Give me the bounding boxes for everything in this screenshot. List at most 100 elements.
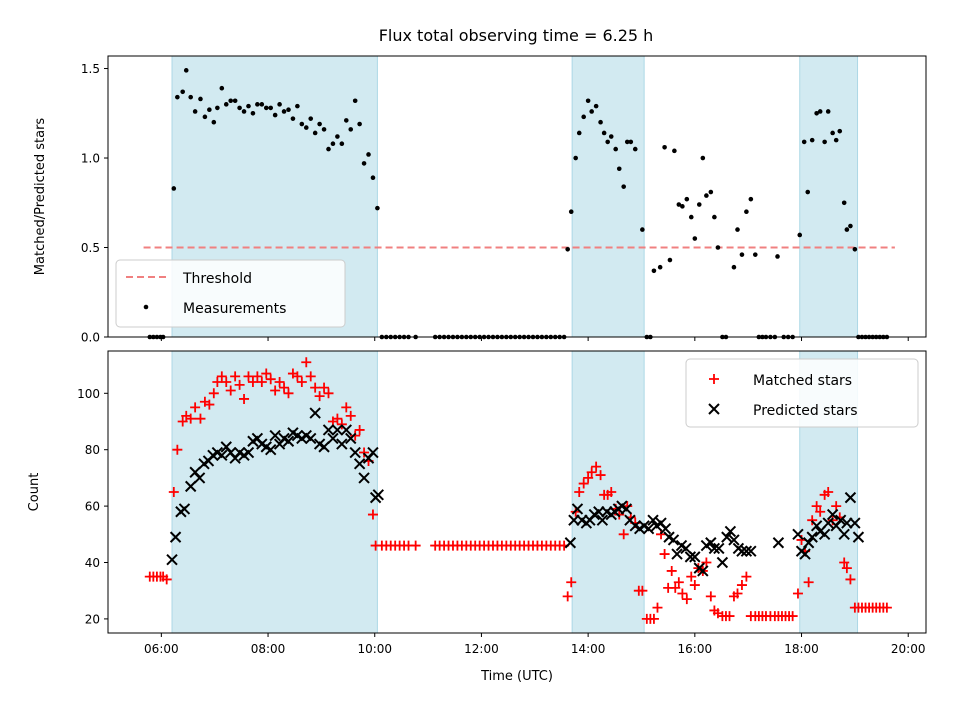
- measurement-point: [228, 98, 233, 104]
- measurement-point: [188, 94, 193, 100]
- matched-star-point: [256, 377, 267, 388]
- predicted-star-point: [216, 449, 228, 462]
- measurement-point: [608, 134, 614, 139]
- predicted-star-point: [349, 446, 361, 459]
- matched-star-point: [310, 382, 321, 393]
- measurement-point: [255, 102, 260, 107]
- top-observing-band: [571, 55, 645, 338]
- predicted-star-point: [826, 508, 839, 521]
- measurement-point: [263, 105, 269, 111]
- matched-star-point: [689, 580, 700, 591]
- matched-star-point: [177, 416, 188, 427]
- measurement-point: [632, 146, 638, 152]
- matched-star-point: [296, 377, 307, 388]
- matched-star-point: [659, 549, 670, 560]
- matched-star-point: [705, 591, 716, 602]
- measurement-point: [312, 130, 318, 136]
- measurement-point: [219, 85, 225, 91]
- measurement-point: [775, 254, 780, 259]
- measurement-point: [215, 105, 220, 111]
- predicted-star-point: [178, 503, 191, 515]
- ratio-panel: 0.0 0.5 1.0 1.5 Matched/Predicted stars Thres…: [33, 55, 927, 345]
- predicted-star-point: [372, 489, 385, 501]
- predicted-star-point: [745, 545, 757, 557]
- matched-star-point: [252, 371, 263, 382]
- measurement-point: [814, 110, 819, 116]
- matched-star-point: [562, 591, 573, 602]
- matched-star-point: [168, 487, 179, 497]
- measurement-point: [848, 223, 853, 229]
- measurement-point: [676, 202, 682, 207]
- matched-star-point: [354, 424, 365, 435]
- predicted-star-point: [647, 514, 659, 526]
- measurement-point: [375, 205, 380, 211]
- measurement-point: [308, 116, 314, 121]
- predicted-star-point: [305, 432, 317, 445]
- matched-star-point: [792, 588, 803, 599]
- measurement-point: [198, 96, 203, 102]
- matched-star-point: [586, 467, 597, 478]
- matched-star-point: [606, 487, 617, 497]
- measurement-point: [657, 264, 663, 270]
- matched-star-point: [736, 580, 747, 591]
- matched-star-point: [614, 509, 625, 520]
- matched-star-point: [261, 368, 272, 379]
- measurement-point: [613, 146, 618, 152]
- predicted-star-point: [642, 522, 655, 535]
- matched-star-point: [172, 444, 183, 455]
- matched-star-point: [670, 582, 681, 593]
- measurement-point: [268, 105, 274, 111]
- predicted-star-point: [367, 446, 379, 459]
- matched-star-point: [301, 357, 312, 368]
- measurement-point: [605, 139, 610, 145]
- measurement-point: [797, 232, 803, 238]
- measurement-point: [286, 107, 291, 112]
- matched-star-point: [265, 374, 276, 385]
- measurement-point: [712, 214, 717, 220]
- matched-star-point: [787, 611, 798, 622]
- matched-star-point: [274, 377, 285, 388]
- matched-star-point: [618, 529, 629, 540]
- predicted-star-point: [689, 551, 701, 563]
- matched-star-point: [578, 478, 589, 489]
- predicted-star-point: [822, 517, 834, 529]
- predicted-star-point: [728, 534, 740, 546]
- predicted-star-point: [331, 424, 344, 436]
- matched-star-point: [637, 585, 648, 596]
- matched-star-point: [831, 501, 842, 512]
- predicted-star-point: [193, 472, 206, 484]
- measurement-point: [684, 196, 690, 202]
- legend-matched-label: Matched stars: [753, 373, 852, 389]
- measurement-point: [688, 214, 694, 220]
- matched-star-point: [648, 613, 659, 624]
- predicted-star-point: [818, 528, 831, 541]
- predicted-star-point: [358, 472, 370, 484]
- predicted-star-point: [564, 537, 577, 549]
- predicted-star-point: [724, 525, 737, 538]
- predicted-star-point: [834, 514, 847, 526]
- measurement-point: [211, 119, 217, 125]
- matched-star-point: [741, 571, 752, 582]
- measurement-point: [672, 148, 677, 154]
- ratio-legend: Threshold Measurements: [115, 259, 346, 328]
- measurement-point: [277, 102, 282, 107]
- measurement-point: [593, 103, 599, 109]
- measurement-point: [640, 227, 645, 232]
- matched-star-point: [221, 377, 232, 388]
- measurement-point: [259, 102, 265, 107]
- measurement-point: [692, 236, 698, 241]
- predicted-star-point: [336, 438, 348, 450]
- predicted-star-point: [708, 542, 721, 555]
- predicted-star-point: [844, 491, 857, 504]
- bottom-y-tick-label: 60: [85, 500, 100, 514]
- bottom-y-tick-label: 40: [85, 556, 100, 570]
- matched-star-point: [823, 487, 834, 497]
- matched-star-point: [566, 577, 577, 588]
- predicted-star-point: [736, 545, 748, 557]
- measurement-point: [568, 209, 574, 215]
- matched-star-point: [336, 419, 347, 430]
- measurement-point: [175, 94, 180, 100]
- measurement-point: [628, 139, 634, 145]
- matched-star-point: [367, 509, 378, 520]
- measurement-point: [366, 152, 371, 157]
